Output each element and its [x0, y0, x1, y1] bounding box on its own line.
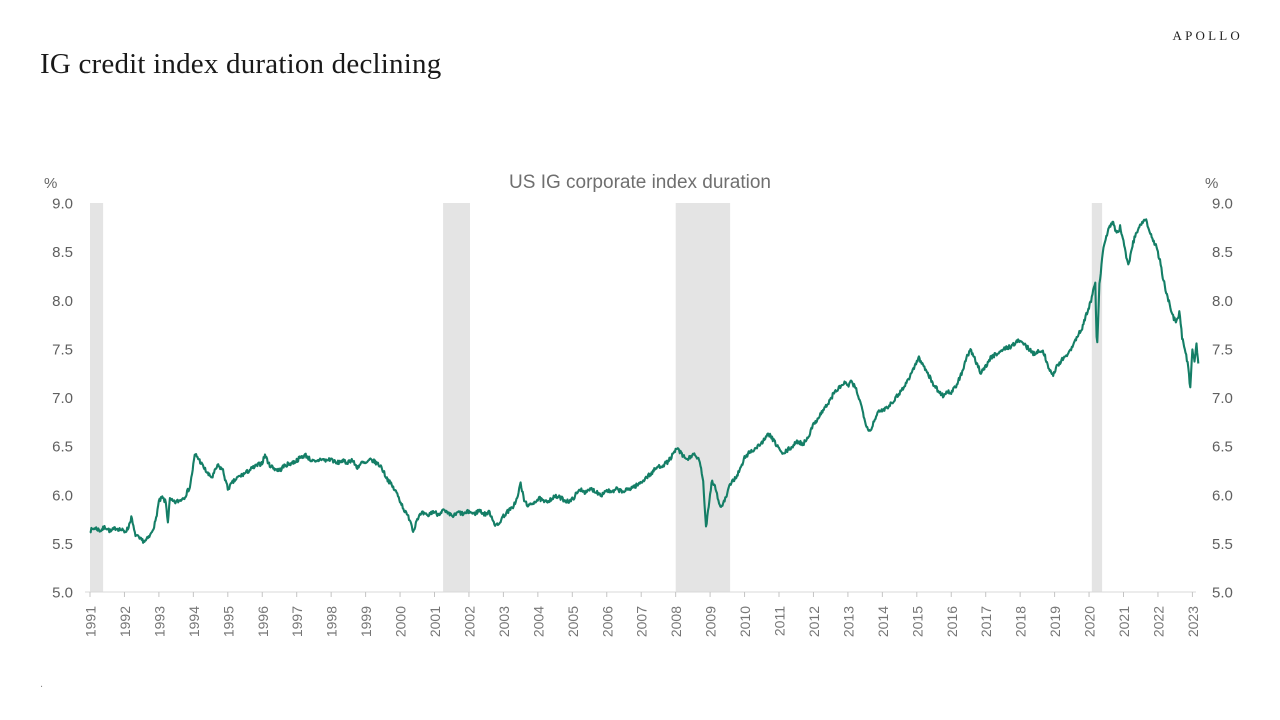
footnote-dot: .: [40, 678, 44, 690]
y-axis-tick-label-left: 8.5: [52, 244, 73, 261]
y-axis-tick-label-left: 9.0: [52, 196, 73, 213]
x-axis-tick-label: 2001: [427, 606, 443, 637]
x-axis-tick-label: 2010: [737, 606, 753, 637]
x-axis-tick-label: 1994: [186, 606, 202, 637]
x-axis-tick-label: 2019: [1047, 606, 1063, 637]
x-axis-tick-label: 2007: [634, 606, 650, 637]
x-axis-tick-label: 2017: [978, 606, 994, 637]
x-axis-tick-label: 2009: [703, 606, 719, 637]
y-axis-tick-label-right: 5.5: [1212, 536, 1233, 553]
y-axis-tick-label-left: 6.0: [52, 487, 73, 504]
chart-title: US IG corporate index duration: [509, 172, 771, 193]
x-axis-tick-label: 2014: [875, 606, 891, 637]
x-axis-tick-label: 1997: [289, 606, 305, 637]
y-axis-tick-label-right: 7.5: [1212, 341, 1233, 358]
x-axis-tick-label: 2005: [565, 606, 581, 637]
y-axis-tick-label-right: 7.0: [1212, 390, 1233, 407]
x-axis-tick-label: 2021: [1116, 606, 1132, 637]
y-axis-tick-label-left: 6.5: [52, 439, 73, 456]
x-axis-tick-label: 2020: [1082, 606, 1098, 637]
x-axis-tick-label: 2013: [840, 606, 856, 637]
y-axis-unit-right: %: [1205, 175, 1219, 192]
x-axis-tick-label: 2000: [393, 606, 409, 637]
x-axis-tick-label: 2015: [909, 606, 925, 637]
x-axis-tick-label: 1993: [151, 606, 167, 637]
x-axis-tick-label: 1996: [255, 606, 271, 637]
y-axis-tick-label-right: 8.0: [1212, 293, 1233, 310]
x-axis-tick-label: 2011: [772, 606, 788, 636]
y-axis-tick-label-right: 5.0: [1212, 585, 1233, 602]
x-axis-tick-label: 2002: [461, 606, 477, 637]
x-axis-tick-label: 2004: [530, 606, 546, 637]
x-axis-tick-label: 2016: [944, 606, 960, 637]
recession-band: [675, 203, 731, 592]
y-axis-tick-label-right: 8.5: [1212, 244, 1233, 261]
x-axis-tick-label: 2008: [668, 606, 684, 637]
x-axis-tick-label: 1999: [358, 606, 374, 637]
x-axis-tick-label: 2023: [1185, 606, 1201, 637]
y-axis-tick-label-right: 6.5: [1212, 439, 1233, 456]
x-axis-tick-label: 2006: [599, 606, 615, 637]
y-axis-tick-label-left: 5.0: [52, 585, 73, 602]
x-axis-tick-label: 1992: [117, 606, 133, 637]
apollo-logo: APOLLO: [1172, 28, 1243, 43]
x-axis-tick-label: 2022: [1150, 606, 1166, 637]
y-axis-tick-label-left: 5.5: [52, 536, 73, 553]
x-axis-tick-label: 2018: [1013, 606, 1029, 637]
page-title: IG credit index duration declining: [40, 48, 442, 80]
x-axis-tick-label: 1995: [220, 606, 236, 637]
recession-band: [443, 203, 470, 592]
duration-line: [89, 218, 1200, 544]
x-axis-tick-label: 2003: [496, 606, 512, 637]
y-axis-tick-label-left: 8.0: [52, 293, 73, 310]
y-axis-tick-label-right: 6.0: [1212, 487, 1233, 504]
x-axis-tick-label: 1998: [324, 606, 340, 637]
y-axis-tick-label-right: 9.0: [1212, 196, 1233, 213]
y-axis-tick-label-left: 7.5: [52, 341, 73, 358]
y-axis-tick-label-left: 7.0: [52, 390, 73, 407]
recession-band: [1091, 203, 1103, 592]
recession-band: [90, 203, 104, 592]
x-axis-tick-label: 1991: [83, 606, 99, 637]
x-axis-tick-label: 2012: [806, 606, 822, 637]
y-axis-unit-left: %: [44, 175, 58, 192]
